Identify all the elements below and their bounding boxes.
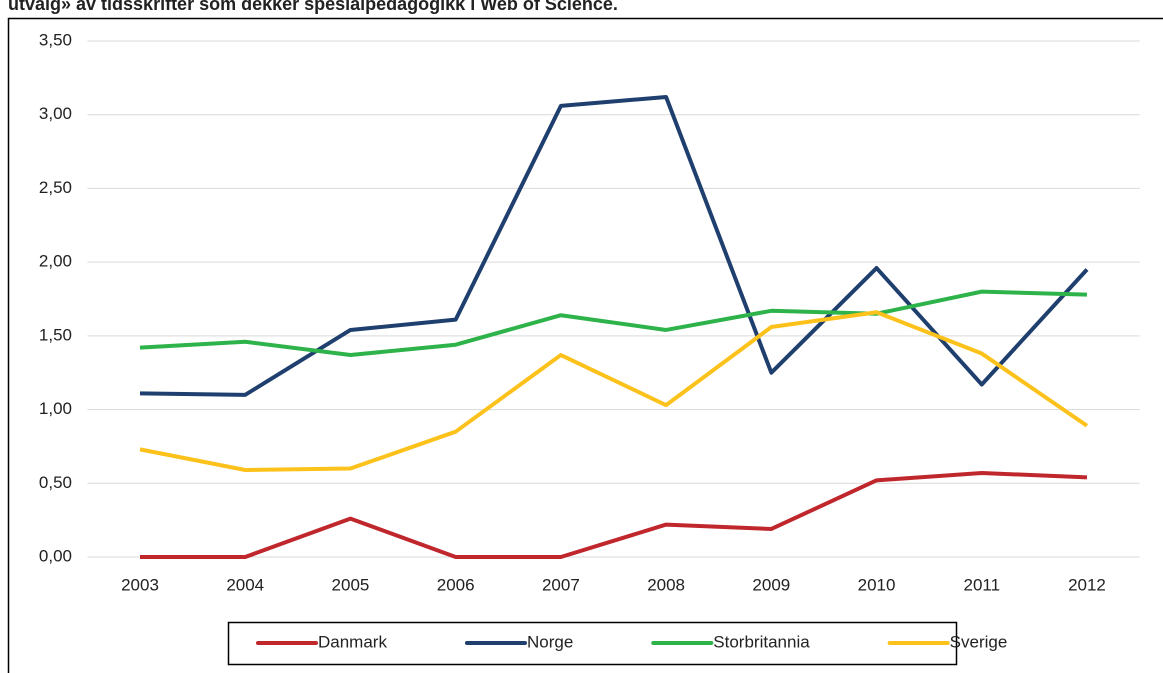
- x-tick-label: 2010: [858, 575, 896, 594]
- x-tick-label: 2003: [121, 575, 159, 594]
- y-tick-label: 1,00: [39, 399, 72, 418]
- y-tick-label: 2,50: [39, 178, 72, 197]
- legend-label: Danmark: [318, 632, 387, 651]
- y-tick-label: 3,50: [39, 30, 72, 49]
- x-tick-label: 2009: [752, 575, 790, 594]
- legend-label: Sverige: [950, 632, 1008, 651]
- y-tick-label: 0,50: [39, 473, 72, 492]
- x-tick-label: 2012: [1068, 575, 1106, 594]
- series-line: [139, 289, 1088, 358]
- x-tick-label: 2005: [332, 575, 370, 594]
- series-line: [139, 310, 1089, 473]
- legend-box: [227, 621, 958, 666]
- y-tick-label: 1,50: [39, 325, 72, 344]
- x-tick-label: 2006: [437, 575, 475, 594]
- y-tick-label: 2,00: [39, 252, 72, 271]
- y-tick-label: 3,00: [39, 104, 72, 123]
- legend-label: Norge: [527, 632, 573, 651]
- y-tick-label: 0,00: [39, 546, 72, 565]
- series-line: [139, 95, 1089, 397]
- chart-border: [7, 17, 1163, 673]
- chart-title: utvalg» av tidsskrifter som dekker spesi…: [8, 0, 618, 14]
- x-tick-label: 2008: [647, 575, 685, 594]
- x-tick-label: 2011: [963, 575, 1000, 594]
- series-line: [140, 470, 1088, 559]
- x-tick-label: 2004: [226, 575, 264, 594]
- legend-label: Storbritannia: [713, 632, 810, 651]
- x-tick-label: 2007: [542, 575, 580, 594]
